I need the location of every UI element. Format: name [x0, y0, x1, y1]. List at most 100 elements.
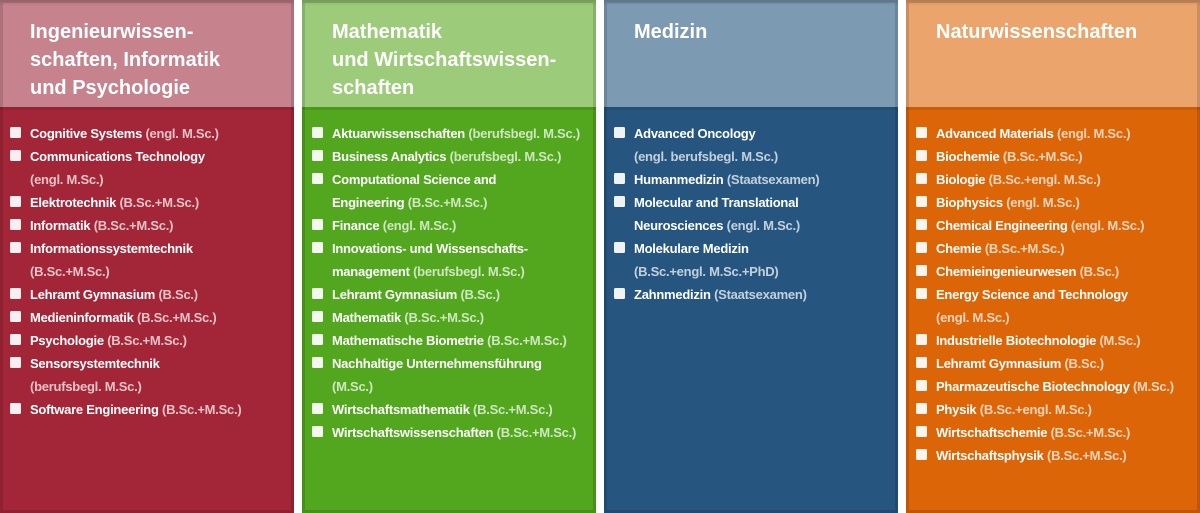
- program-text: Communications Technology (engl. M.Sc.): [30, 145, 205, 191]
- program-name: Software Engineering: [30, 402, 162, 417]
- program-item: Elektrotechnik (B.Sc.+M.Sc.): [10, 191, 292, 214]
- program-item: Physik (B.Sc.+engl. M.Sc.): [916, 398, 1198, 421]
- program-text: Psychologie (B.Sc.+M.Sc.): [30, 329, 187, 352]
- faculty-title-line: und Psychologie: [30, 77, 191, 99]
- program-text-line: Computational Science and: [332, 168, 496, 191]
- program-item: Chemical Engineering (engl. M.Sc.): [916, 214, 1198, 237]
- program-degree: (engl. M.Sc.): [1006, 195, 1080, 210]
- program-text: Energy Science and Technology (engl. M.Sc…: [936, 283, 1128, 329]
- faculty-title-line: Mathematik: [332, 21, 443, 43]
- program-item: Medieninformatik (B.Sc.+M.Sc.): [10, 306, 292, 329]
- bullet-square-icon: [312, 403, 323, 414]
- program-text-line: Chemieingenieurwesen (B.Sc.): [936, 260, 1119, 283]
- program-item: Wirtschaftsmathematik (B.Sc.+M.Sc.): [312, 398, 594, 421]
- bullet-square-icon: [10, 196, 21, 207]
- bullet-square-icon: [916, 219, 927, 230]
- program-text: Advanced Materials (engl. M.Sc.): [936, 122, 1131, 145]
- program-degree: (berufsbegl. M.Sc.): [413, 264, 525, 279]
- program-name: Chemical Engineering: [936, 218, 1071, 233]
- program-name: Innovations- und Wissenschafts-: [332, 241, 528, 256]
- bullet-square-icon: [916, 403, 927, 414]
- program-degree: (berufsbegl. M.Sc.): [30, 379, 142, 394]
- program-text: Software Engineering (B.Sc.+M.Sc.): [30, 398, 242, 421]
- program-name: Pharmazeutische Biotechnology: [936, 379, 1133, 394]
- program-name: Elektrotechnik: [30, 195, 120, 210]
- program-text: Innovations- und Wissenschafts-managemen…: [332, 237, 528, 283]
- program-text-line: (B.Sc.+engl. M.Sc.+PhD): [634, 260, 779, 283]
- program-item: Psychologie (B.Sc.+M.Sc.): [10, 329, 292, 352]
- bullet-square-icon: [312, 288, 323, 299]
- bullet-square-icon: [312, 311, 323, 322]
- program-text-line: Cognitive Systems (engl. M.Sc.): [30, 122, 219, 145]
- program-degree: (B.Sc.+M.Sc.): [30, 264, 110, 279]
- program-name: Biochemie: [936, 149, 1003, 164]
- faculty-title: Ingenieurwissen-schaften, Informatik und …: [0, 0, 294, 107]
- program-degree: (Staatsexamen): [714, 287, 807, 302]
- program-item: Finance (engl. M.Sc.): [312, 214, 594, 237]
- program-text-line: management (berufsbegl. M.Sc.): [332, 260, 528, 283]
- program-text: Chemical Engineering (engl. M.Sc.): [936, 214, 1144, 237]
- program-text-line: Medieninformatik (B.Sc.+M.Sc.): [30, 306, 217, 329]
- program-text: Business Analytics (berufsbegl. M.Sc.): [332, 145, 561, 168]
- faculty-title: Naturwissenschaften: [906, 0, 1200, 107]
- program-item: Lehramt Gymnasium (B.Sc.): [916, 352, 1198, 375]
- program-text: Biochemie (B.Sc.+M.Sc.): [936, 145, 1083, 168]
- program-name: Sensorsystemtechnik: [30, 356, 160, 371]
- faculty-column-medizin: Medizin Advanced Oncology (engl. berufsbeg…: [604, 0, 898, 513]
- program-text: Finance (engl. M.Sc.): [332, 214, 456, 237]
- program-text-line: Energy Science and Technology: [936, 283, 1128, 306]
- program-item: Aktuarwissenschaften (berufsbegl. M.Sc.): [312, 122, 594, 145]
- bullet-square-icon: [614, 173, 625, 184]
- bullet-square-icon: [10, 242, 21, 253]
- bullet-square-icon: [916, 334, 927, 345]
- program-item: Energy Science and Technology (engl. M.Sc…: [916, 283, 1198, 329]
- program-item: Sensorsystemtechnik (berufsbegl. M.Sc.): [10, 352, 292, 398]
- program-degree: (B.Sc.+M.Sc.): [137, 310, 217, 325]
- program-item: Wirtschaftschemie (B.Sc.+M.Sc.): [916, 421, 1198, 444]
- program-text-line: Chemical Engineering (engl. M.Sc.): [936, 214, 1144, 237]
- program-degree: (M.Sc.): [332, 379, 373, 394]
- program-name: Psychologie: [30, 333, 108, 348]
- program-text-line: Engineering (B.Sc.+M.Sc.): [332, 191, 496, 214]
- program-item: Biochemie (B.Sc.+M.Sc.): [916, 145, 1198, 168]
- program-item: Lehramt Gymnasium (B.Sc.): [10, 283, 292, 306]
- program-name: Molekulare Medizin: [634, 241, 749, 256]
- program-item: Chemieingenieurwesen (B.Sc.): [916, 260, 1198, 283]
- program-name: Informationssystemtechnik: [30, 241, 193, 256]
- program-text-line: Neurosciences (engl. M.Sc.): [634, 214, 800, 237]
- program-text: Lehramt Gymnasium (B.Sc.): [332, 283, 500, 306]
- program-text: Pharmazeutische Biotechnology (M.Sc.): [936, 375, 1174, 398]
- program-text-line: Business Analytics (berufsbegl. M.Sc.): [332, 145, 561, 168]
- program-text-line: Informationssystemtechnik: [30, 237, 193, 260]
- program-degree: (B.Sc.+M.Sc.): [1002, 149, 1083, 164]
- program-degree: (Staatsexamen): [726, 172, 820, 187]
- program-name: Chemie: [936, 241, 985, 256]
- program-text: Advanced Oncology (engl. berufsbegl. M.Sc…: [634, 122, 778, 168]
- program-degree: (B.Sc.+M.Sc.): [404, 310, 484, 325]
- program-text-line: Mathematische Biometrie (B.Sc.+M.Sc.): [332, 329, 567, 352]
- program-degree: (B.Sc.+engl. M.Sc.): [979, 402, 1092, 417]
- program-degree: (B.Sc.+M.Sc.): [496, 425, 577, 440]
- program-text-line: Lehramt Gymnasium (B.Sc.): [30, 283, 198, 306]
- program-item: Business Analytics (berufsbegl. M.Sc.): [312, 145, 594, 168]
- program-name: Aktuarwissenschaften: [332, 126, 469, 141]
- program-text-line: Informatik (B.Sc.+M.Sc.): [30, 214, 173, 237]
- bullet-square-icon: [10, 288, 21, 299]
- bullet-square-icon: [916, 265, 927, 276]
- program-degree: (B.Sc.+M.Sc.): [1050, 425, 1131, 440]
- program-text: Mathematische Biometrie (B.Sc.+M.Sc.): [332, 329, 567, 352]
- program-degree: (B.Sc.+M.Sc.): [162, 402, 242, 417]
- program-text: Zahnmedizin (Staatsexamen): [634, 283, 807, 306]
- bullet-square-icon: [312, 150, 323, 161]
- program-degree: (M.Sc.): [1099, 333, 1141, 348]
- program-text-line: Molekulare Medizin: [634, 237, 779, 260]
- program-degree: (B.Sc.+M.Sc.): [119, 195, 199, 210]
- program-degree: (B.Sc.+M.Sc.): [407, 195, 488, 210]
- bullet-square-icon: [614, 288, 625, 299]
- program-degree: (engl. M.Sc.): [936, 310, 1010, 325]
- program-item: Wirtschaftsphysik (B.Sc.+M.Sc.): [916, 444, 1198, 467]
- faculty-title-line: schaften: [332, 77, 415, 99]
- program-degree: (engl. M.Sc.): [30, 172, 104, 187]
- program-name: Mathematische Biometrie: [332, 333, 488, 348]
